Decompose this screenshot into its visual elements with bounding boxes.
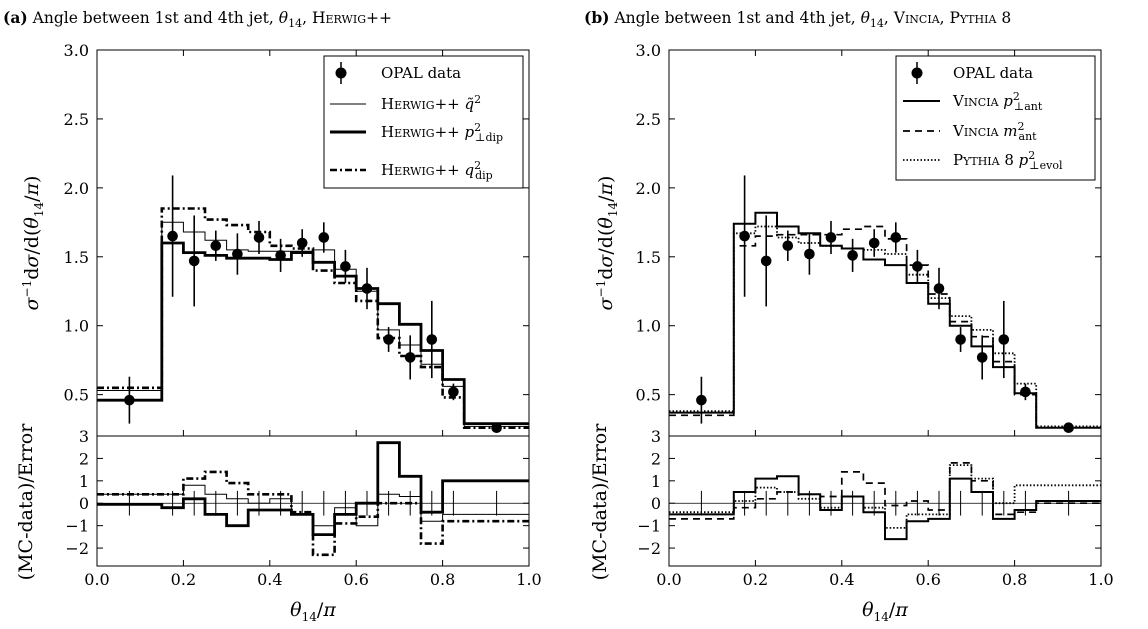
series-line-b-0 <box>669 211 1101 429</box>
panel-b-y-axis-label-main: σ−1dσ/d(θ14/π) <box>594 176 620 311</box>
data-point <box>232 248 243 260</box>
legend-data-marker <box>911 67 923 79</box>
ratio-line-b-1 <box>669 462 1101 520</box>
x-tick-label: 0.2 <box>743 570 768 589</box>
data-point <box>847 250 858 261</box>
y-tick-label-ratio: 3 <box>651 427 661 446</box>
panel-b-legend: OPAL data Vincia p2 ⊥ant Vincia m2 ant Pyt… <box>895 55 1096 181</box>
x-tick-label: 0.8 <box>1002 570 1027 589</box>
panel-b: (b) Angle between 1st and 4th jet, θ14, … <box>584 8 1114 624</box>
x-tick-label: 0.2 <box>171 570 196 589</box>
y-tick-label-main: 3.0 <box>636 41 661 60</box>
panel-b-x-axis-label: θ14/π <box>862 599 908 624</box>
data-point <box>124 394 135 406</box>
y-tick-label-ratio: 0 <box>79 494 89 513</box>
legend-label-herwig-qtilde: Herwig++ q̃2 <box>381 93 481 113</box>
series-line-a-1 <box>97 241 529 425</box>
panel-a-ratio-frame <box>96 435 530 567</box>
data-point <box>696 394 707 406</box>
data-point <box>426 334 438 345</box>
data-point <box>383 334 394 345</box>
x-tick-label: 0.0 <box>656 570 681 589</box>
data-point <box>868 237 880 249</box>
y-tick-label-main: 2.0 <box>64 179 89 198</box>
panel-a-y-axis-label-ratio: (MC-data)/Error <box>15 423 37 581</box>
y-tick-label-ratio: 1 <box>651 472 661 491</box>
panel-a-x-axis-label: θ14/π <box>290 599 336 624</box>
x-tick-label: 0.6 <box>915 570 940 589</box>
legend-label-opal: OPAL data <box>381 64 461 82</box>
legend-label-herwig-qdip: Herwig++ q2 dip <box>381 159 493 182</box>
x-tick-label: 0.8 <box>430 570 455 589</box>
legend-label-vincia-pant: Vincia p2 ⊥ant <box>952 90 1043 113</box>
data-point <box>1063 422 1074 434</box>
data-point <box>188 255 200 267</box>
x-tick-label: 0.4 <box>257 570 282 589</box>
y-tick-label-ratio: 0 <box>651 494 661 513</box>
data-point <box>998 334 1010 345</box>
data-point <box>760 255 772 267</box>
y-tick-label-ratio: −2 <box>637 539 661 558</box>
data-point <box>296 237 308 249</box>
series-line-b-2 <box>669 225 1101 428</box>
panel-a-y-axis-label-main: σ−1dσ/d(θ14/π) <box>20 176 46 311</box>
y-tick-label-main: 1.5 <box>64 248 89 267</box>
data-point <box>804 248 815 260</box>
panel-b-y-axis-label-ratio: (MC-data)/Error <box>589 423 611 581</box>
data-point <box>404 352 416 363</box>
panel-a: (a) Angle between 1st and 4th jet, θ14, … <box>3 8 542 624</box>
data-point <box>739 230 750 242</box>
legend-label-pythia-pevol: Pythia 8 p2 ⊥evol <box>953 149 1063 172</box>
y-tick-label-ratio: 1 <box>79 472 89 491</box>
y-tick-label-main: 3.0 <box>64 41 89 60</box>
x-tick-label: 0.0 <box>84 570 109 589</box>
legend-label-opal: OPAL data <box>953 64 1033 82</box>
y-tick-label-main: 1.5 <box>636 248 661 267</box>
y-tick-label-ratio: 2 <box>79 449 89 468</box>
data-point <box>933 283 945 294</box>
data-point <box>976 352 988 363</box>
panel-a-title: (a) Angle between 1st and 4th jet, θ14, … <box>3 8 392 30</box>
series-line-a-2 <box>97 207 529 429</box>
y-tick-label-main: 2.5 <box>64 110 89 129</box>
x-tick-label: 1.0 <box>516 570 541 589</box>
data-point <box>1020 386 1031 398</box>
legend-label-herwig-pdip: Herwig++ p2 ⊥dip <box>381 121 503 144</box>
y-tick-label-ratio: 2 <box>651 449 661 468</box>
x-tick-label: 0.6 <box>343 570 368 589</box>
y-tick-label-ratio: −2 <box>65 539 89 558</box>
panel-a-legend: OPAL data Herwig++ q̃2 Herwig++ p2 ⊥dip H… <box>323 55 524 189</box>
legend-label-vincia-mant: Vincia m2 ant <box>952 120 1037 143</box>
data-point <box>340 261 351 272</box>
y-tick-label-main: 1.0 <box>64 317 89 336</box>
data-point <box>167 230 178 242</box>
legend-data-marker <box>335 67 347 79</box>
data-point <box>825 232 837 243</box>
y-tick-label-main: 2.5 <box>636 110 661 129</box>
data-point <box>361 283 373 294</box>
data-point <box>210 240 222 252</box>
data-point <box>890 232 902 243</box>
x-tick-label: 0.4 <box>829 570 854 589</box>
data-point <box>955 334 966 345</box>
data-point <box>253 232 265 243</box>
data-point <box>491 422 502 434</box>
y-tick-label-ratio: −1 <box>65 517 89 536</box>
y-tick-label-ratio: −1 <box>637 517 661 536</box>
y-tick-label-main: 0.5 <box>64 386 89 405</box>
y-tick-label-ratio: 3 <box>79 427 89 446</box>
y-tick-label-main: 1.0 <box>636 317 661 336</box>
x-tick-label: 1.0 <box>1088 570 1113 589</box>
y-tick-label-main: 2.0 <box>636 179 661 198</box>
data-point <box>912 261 923 272</box>
data-point <box>318 232 330 243</box>
data-point <box>782 240 794 252</box>
panel-b-title: (b) Angle between 1st and 4th jet, θ14, … <box>584 8 1011 30</box>
series-line-b-1 <box>669 225 1101 429</box>
ratio-line-a-2 <box>97 470 529 557</box>
y-tick-label-main: 0.5 <box>636 386 661 405</box>
data-point <box>275 250 286 261</box>
data-point <box>448 386 459 398</box>
